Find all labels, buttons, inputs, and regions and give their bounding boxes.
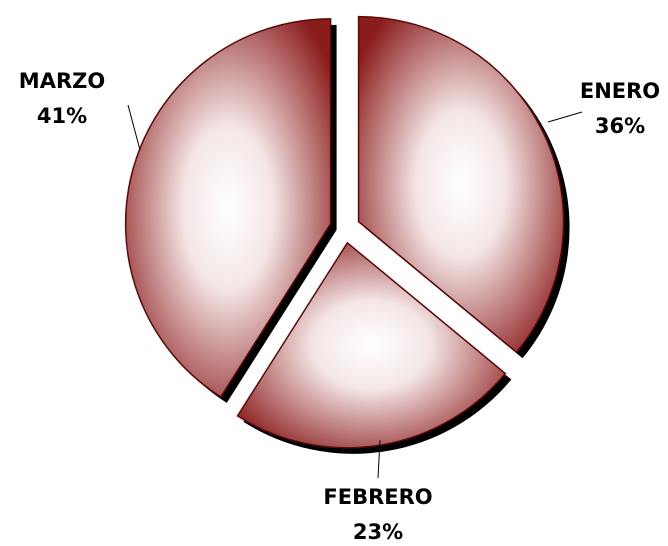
labels: ENERO 36% FEBRERO 23% MARZO 41% xyxy=(19,69,660,544)
value-label: 36% xyxy=(595,114,645,138)
pie-slice xyxy=(124,18,332,398)
leader-line xyxy=(377,439,381,479)
leader-line xyxy=(547,111,583,123)
category-label: MARZO xyxy=(19,69,105,93)
slices xyxy=(124,15,565,449)
category-label: FEBRERO xyxy=(323,485,432,509)
leader-line xyxy=(127,104,141,151)
value-label: 23% xyxy=(353,520,403,544)
pie-slice xyxy=(357,15,565,354)
category-label: ENERO xyxy=(580,79,660,103)
value-label: 41% xyxy=(37,104,87,128)
